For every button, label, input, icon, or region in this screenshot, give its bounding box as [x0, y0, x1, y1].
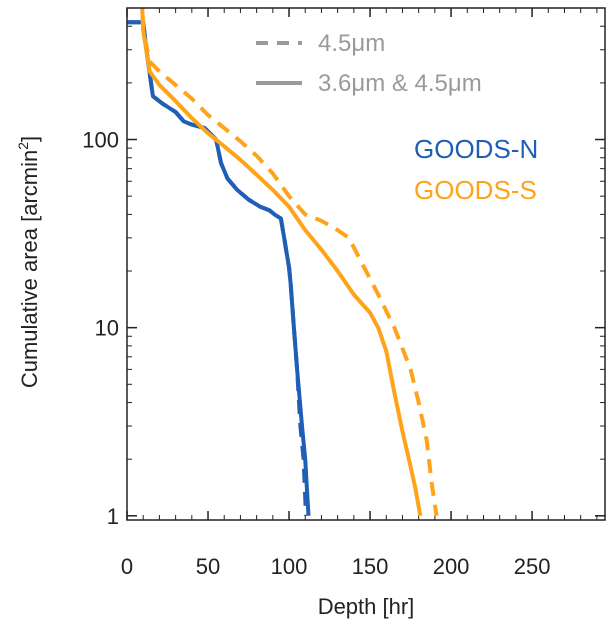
y-tick-label: 10 [95, 316, 119, 341]
x-tick-label: 0 [121, 554, 133, 579]
field-label-goods-s: GOODS-S [414, 175, 537, 205]
x-tick-label: 150 [352, 554, 389, 579]
series-layer [127, 8, 439, 517]
y-axis-title: Cumulative area [arcmin2] [15, 136, 42, 388]
field-label-goods-n: GOODS-N [414, 134, 538, 164]
y-tick-label: 1 [107, 504, 119, 529]
series-goods-n-dashed [127, 20, 308, 516]
legend: 4.5μm 3.6μm & 4.5μm [256, 30, 482, 97]
x-tick-label: 250 [514, 554, 551, 579]
series-goods-s-solid [140, 8, 423, 517]
series-goods-s-dashed [140, 8, 439, 517]
x-axis-title: Depth [hr] [318, 594, 415, 619]
y-axis-title-close: ] [17, 136, 42, 142]
x-tick-label: 50 [196, 554, 220, 579]
x-tick-label: 100 [271, 554, 308, 579]
plot-frame [126, 7, 606, 521]
legend-entry-dashed: 4.5μm [318, 30, 385, 57]
x-tick-labels: 0 50 100 150 200 250 [121, 554, 551, 579]
y-tick-label: 100 [82, 128, 119, 153]
x-tick-label: 200 [433, 554, 470, 579]
y-axis-title-main: Cumulative area [arcmin [17, 150, 42, 388]
legend-entry-solid: 3.6μm & 4.5μm [318, 70, 482, 97]
series-goods-n-solid [127, 20, 311, 516]
y-axis-title-superscript: 2 [15, 142, 31, 150]
y-tick-labels: 1 10 100 [82, 128, 119, 529]
axis-ticks [126, 7, 605, 520]
